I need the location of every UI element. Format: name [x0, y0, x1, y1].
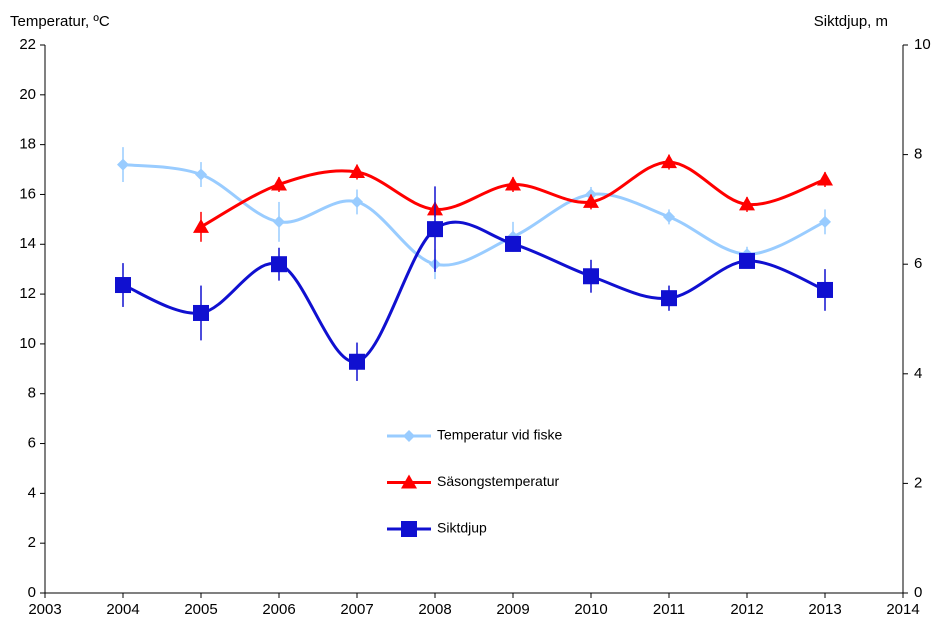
diamond-marker	[273, 215, 285, 228]
x-tick-label: 2003	[28, 601, 61, 618]
y2-axis-label: Siktdjup, m	[814, 13, 888, 30]
legend-label: Säsongstemperatur	[437, 473, 560, 489]
y2-tick-label: 0	[914, 584, 922, 601]
square-marker	[505, 235, 521, 252]
triangle-marker	[583, 193, 599, 208]
diamond-marker	[351, 195, 363, 208]
y2-tick-label: 10	[914, 36, 931, 53]
y2-tick-label: 6	[914, 255, 922, 272]
series-line	[200, 160, 826, 229]
triangle-marker	[193, 218, 209, 233]
legend-label: Temperatur vid fiske	[437, 427, 562, 443]
diamond-marker	[403, 430, 415, 442]
y-tick-label: 4	[28, 484, 36, 501]
x-tick-label: 2012	[730, 601, 763, 618]
diamond-marker	[663, 210, 675, 223]
triangle-marker	[505, 176, 521, 191]
x-tick-label: 2010	[574, 601, 607, 618]
diamond-marker	[195, 168, 207, 181]
x-tick-label: 2009	[496, 601, 529, 618]
triangle-marker	[817, 171, 833, 186]
y-tick-label: 18	[19, 136, 36, 153]
diamond-marker	[117, 158, 129, 171]
legend-label: Siktdjup	[437, 520, 487, 536]
x-tick-label: 2005	[184, 601, 217, 618]
y2-tick-label: 2	[914, 474, 922, 491]
triangle-marker	[271, 176, 287, 191]
diamond-marker	[819, 215, 831, 228]
series-line	[122, 163, 826, 267]
triangle-marker	[401, 474, 417, 489]
triangle-marker	[739, 196, 755, 211]
square-marker	[271, 256, 287, 273]
y-tick-label: 8	[28, 385, 36, 402]
square-marker	[349, 353, 365, 370]
x-tick-label: 2007	[340, 601, 373, 618]
square-marker	[401, 521, 417, 537]
y-tick-label: 6	[28, 435, 36, 452]
y2-tick-label: 8	[914, 146, 922, 163]
y-axis-label: Temperatur, ºC	[10, 13, 110, 30]
x-tick-label: 2011	[653, 601, 685, 618]
square-marker	[115, 277, 131, 294]
square-marker	[739, 252, 755, 269]
triangle-marker	[349, 164, 365, 179]
square-marker	[193, 304, 209, 321]
y2-tick-label: 4	[914, 365, 922, 382]
y-tick-label: 16	[19, 185, 36, 202]
y-tick-label: 22	[19, 36, 36, 53]
y-tick-label: 10	[19, 335, 36, 352]
y-tick-label: 0	[28, 584, 36, 601]
series-line	[122, 220, 826, 364]
y-tick-label: 12	[19, 285, 36, 302]
x-tick-label: 2014	[886, 601, 919, 618]
triangle-marker	[661, 154, 677, 169]
square-marker	[583, 268, 599, 285]
square-marker	[661, 290, 677, 307]
x-tick-label: 2008	[418, 601, 451, 618]
y-tick-label: 20	[19, 86, 36, 103]
square-marker	[817, 281, 833, 298]
x-tick-label: 2006	[262, 601, 295, 618]
y-tick-label: 14	[19, 235, 36, 252]
square-marker	[427, 221, 443, 238]
x-tick-label: 2013	[808, 601, 841, 618]
x-tick-label: 2004	[106, 601, 139, 618]
y-tick-label: 2	[28, 534, 36, 551]
